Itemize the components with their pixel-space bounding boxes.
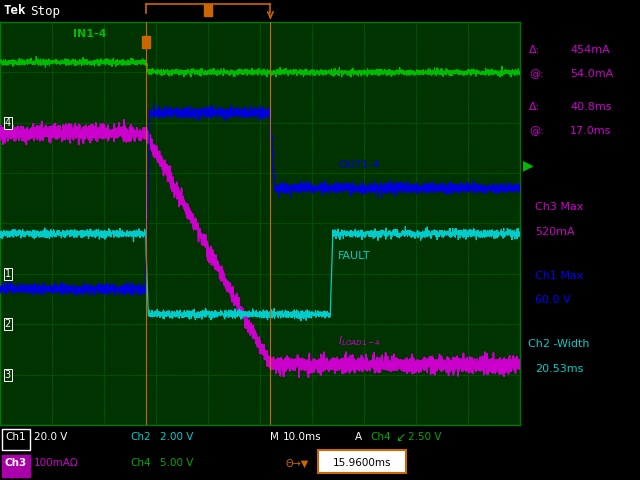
Text: 2.00 V: 2.00 V	[160, 432, 193, 442]
Text: Δ:: Δ:	[529, 102, 540, 112]
Text: 520mA: 520mA	[535, 227, 575, 237]
Text: Ch3 Max: Ch3 Max	[535, 203, 584, 212]
Text: IN1-4: IN1-4	[73, 29, 106, 39]
Text: Stop: Stop	[30, 4, 60, 17]
Bar	[318, 450, 406, 473]
Text: @:: @:	[529, 70, 544, 79]
Text: 17.0ms: 17.0ms	[570, 126, 611, 136]
Text: 20.0 V: 20.0 V	[34, 432, 67, 442]
Text: $I_{LOAD1-4}$: $I_{LOAD1-4}$	[338, 335, 381, 348]
Text: Ch2: Ch2	[130, 432, 150, 442]
Bar	[2, 455, 30, 477]
Text: 454mA: 454mA	[570, 45, 610, 55]
Text: @:: @:	[529, 126, 544, 136]
Text: Ch4: Ch4	[370, 432, 390, 442]
Text: 20.53ms: 20.53ms	[535, 363, 584, 373]
Text: 40.8ms: 40.8ms	[570, 102, 611, 112]
Text: Ch3: Ch3	[5, 458, 27, 468]
Text: A: A	[355, 432, 362, 442]
Text: OUT1-4: OUT1-4	[338, 160, 380, 170]
Text: 2.50 V: 2.50 V	[408, 432, 442, 442]
Text: 15.9600ms: 15.9600ms	[333, 458, 391, 468]
Text: Tek: Tek	[4, 4, 26, 17]
Text: Θ→▼: Θ→▼	[285, 458, 308, 468]
Text: 5.00 V: 5.00 V	[160, 458, 193, 468]
Text: 2: 2	[4, 319, 11, 329]
Text: T: T	[143, 37, 148, 47]
Text: Ch4: Ch4	[130, 458, 150, 468]
Text: 10.0ms: 10.0ms	[283, 432, 322, 442]
Text: Ch1 Max: Ch1 Max	[535, 271, 584, 281]
Text: 3: 3	[4, 370, 11, 380]
Text: Ch1: Ch1	[6, 432, 26, 442]
Text: ▶: ▶	[523, 158, 534, 172]
Text: Ch2 -Width: Ch2 -Width	[528, 339, 589, 349]
Text: ↙: ↙	[395, 431, 406, 444]
Text: Δ:: Δ:	[529, 45, 540, 55]
Text: 100mAΩ: 100mAΩ	[34, 458, 79, 468]
Text: 60.0 V: 60.0 V	[535, 295, 571, 305]
Bar	[2, 429, 30, 450]
Text: M: M	[270, 432, 279, 442]
Text: 4: 4	[4, 118, 11, 128]
Text: 1: 1	[4, 269, 11, 279]
Text: 54.0mA: 54.0mA	[570, 70, 613, 79]
Text: T: T	[205, 5, 211, 15]
Text: FAULT: FAULT	[338, 251, 371, 261]
